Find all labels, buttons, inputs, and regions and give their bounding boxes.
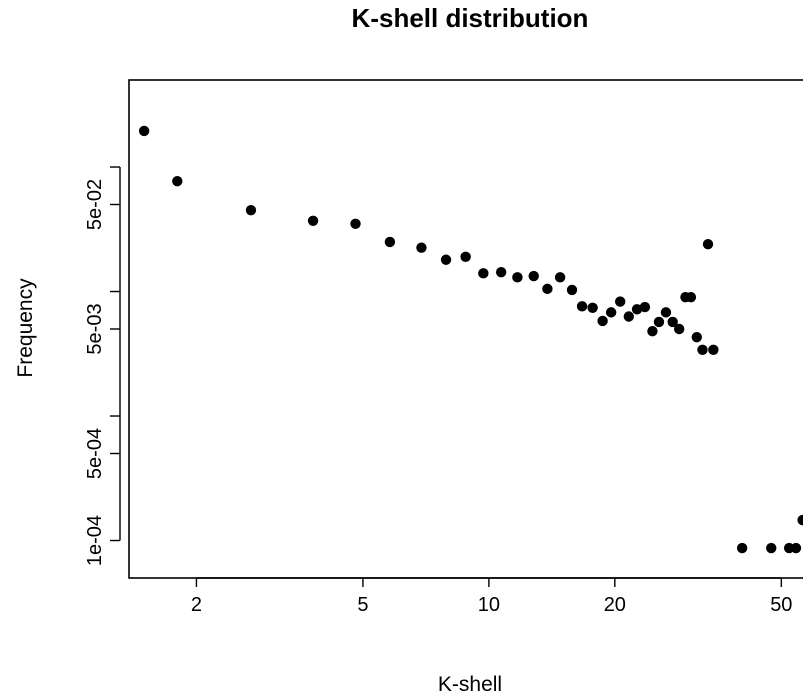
data-point [172,175,183,187]
x-axis: 2 5 10 20 50 [191,577,792,616]
data-point [528,270,539,282]
y-axis: 1e-04 5e-04 5e-03 5e-02 [84,166,121,566]
x-tick-label: 20 [604,594,626,616]
data-point [554,272,566,283]
x-tick-label: 5 [357,594,368,616]
data-point [587,302,598,314]
data-point [702,238,714,250]
data-point [790,542,802,554]
data-point [138,125,150,137]
plot-area-frame [128,79,803,579]
data-point [605,307,617,318]
data-point [708,344,719,356]
y-axis-label: Frequency [14,278,37,378]
data-point [697,344,708,356]
x-tick-label: 2 [191,594,202,616]
data-point [797,514,803,526]
data-point [766,542,777,554]
data-point [307,215,319,226]
data-point [460,251,471,263]
data-point [660,307,672,318]
data-point [597,315,608,327]
data-points [138,125,803,554]
x-tick-label: 10 [478,594,500,616]
data-point [736,542,748,554]
data-point [691,331,702,343]
x-tick-label: 50 [770,594,792,616]
data-point [647,326,658,337]
chart-title: K-shell distribution [352,3,589,33]
data-point [495,266,507,278]
data-point [440,254,452,265]
data-point [667,316,678,328]
data-point [576,301,588,312]
data-point [566,284,578,296]
y-tick-label: 1e-04 [84,515,106,566]
data-point [512,272,523,283]
data-point [478,268,489,279]
y-tick-label: 5e-02 [84,179,106,230]
data-point [639,301,651,313]
data-point [416,242,427,253]
data-point [653,316,665,328]
data-point [350,218,361,229]
data-point [384,236,396,248]
data-point [673,323,685,335]
y-tick-label: 5e-04 [84,428,106,479]
x-axis-label: K-shell [438,673,502,696]
data-point [542,283,553,295]
y-tick-label: 5e-03 [84,303,106,354]
data-point [614,296,626,307]
data-point [245,204,257,216]
data-point [685,292,697,303]
data-point [631,304,643,315]
data-point [623,311,635,322]
